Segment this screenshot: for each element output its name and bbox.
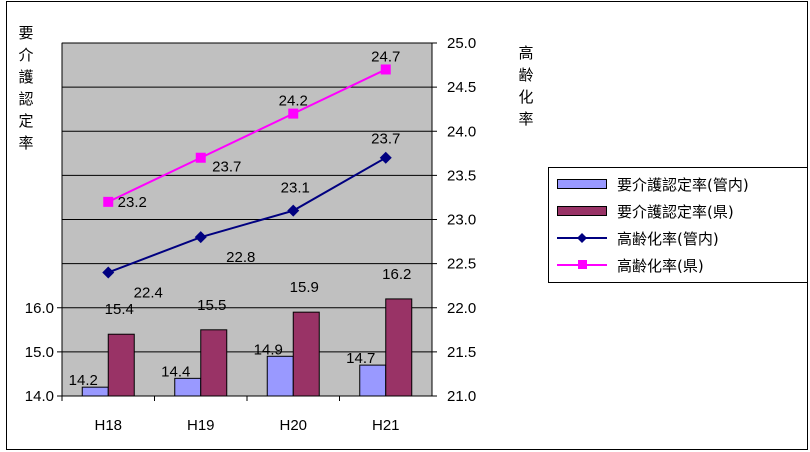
axis-label-char: 化: [517, 86, 535, 108]
legend-label: 高齢化率(管内): [617, 228, 719, 249]
bar: [108, 334, 134, 396]
axis-label-char: 率: [17, 132, 35, 154]
line-data-label: 23.2: [118, 194, 147, 211]
legend-swatch: [557, 206, 607, 216]
axis-label-char: 護: [17, 66, 35, 88]
left-tick-label: 16.0: [25, 300, 54, 317]
right-axis-label: 高齢化率: [517, 42, 535, 130]
bar-data-label: 14.2: [69, 372, 98, 389]
line-data-label: 24.2: [279, 93, 308, 110]
bar-data-label: 14.4: [161, 363, 190, 380]
legend-swatch: [557, 231, 607, 245]
left-axis-label: 要介護認定率: [17, 22, 35, 154]
line-data-label: 22.4: [134, 284, 163, 301]
axis-label-char: 定: [17, 110, 35, 132]
line-point-square: [103, 197, 113, 207]
bar-data-label: 15.9: [290, 279, 319, 296]
bar-data-label: 16.2: [382, 266, 411, 283]
axis-label-char: 率: [517, 108, 535, 130]
legend-item-line-ken: 高齢化率(県): [557, 255, 704, 275]
bar-data-label: 14.7: [346, 350, 375, 367]
right-tick-label: 21.0: [447, 388, 476, 405]
category-label: H18: [94, 417, 122, 434]
axis-label-char: 要: [17, 22, 35, 44]
line-point-square: [196, 153, 206, 163]
bar: [293, 312, 319, 396]
legend-label: 高齢化率(県): [617, 255, 704, 276]
line-point-square: [381, 64, 391, 74]
axis-label-char: 齢: [517, 64, 535, 86]
right-tick-label: 21.5: [447, 344, 476, 361]
left-tick-label: 14.0: [25, 388, 54, 405]
line-data-label: 22.8: [226, 249, 255, 266]
axis-label-char: 介: [17, 44, 35, 66]
line-data-label: 23.1: [281, 180, 310, 197]
line-data-label: 23.7: [371, 131, 400, 148]
bar: [360, 365, 386, 396]
legend-swatch: [557, 179, 607, 189]
axis-label-char: 高: [517, 42, 535, 64]
line-point-square: [288, 109, 298, 119]
right-tick-label: 22.5: [447, 256, 476, 273]
category-label: H19: [187, 417, 215, 434]
bar-data-label: 14.9: [254, 341, 283, 358]
bar-data-label: 15.4: [105, 301, 134, 318]
line-data-label: 24.7: [371, 48, 400, 65]
bar-data-label: 15.5: [197, 297, 226, 314]
category-label: H21: [372, 417, 400, 434]
right-tick-label: 23.0: [447, 212, 476, 229]
legend-label: 要介護認定率(県): [617, 201, 734, 222]
category-label: H20: [279, 417, 307, 434]
legend-item-bar-ken: 要介護認定率(県): [557, 201, 734, 221]
legend-item-line-kannai: 高齢化率(管内): [557, 228, 719, 248]
legend-label: 要介護認定率(管内): [617, 174, 749, 195]
legend: 要介護認定率(管内) 要介護認定率(県) 高齢化率(管内) 高齢化率(県): [548, 167, 808, 283]
right-tick-label: 22.0: [447, 300, 476, 317]
bar: [267, 356, 293, 396]
bar: [386, 299, 412, 396]
right-tick-label: 24.5: [447, 79, 476, 96]
right-tick-label: 23.5: [447, 167, 476, 184]
right-tick-label: 24.0: [447, 123, 476, 140]
right-tick-label: 25.0: [447, 35, 476, 52]
axis-label-char: 認: [17, 88, 35, 110]
legend-swatch: [557, 258, 607, 272]
line-data-label: 23.7: [212, 159, 241, 176]
left-tick-label: 15.0: [25, 344, 54, 361]
legend-item-bar-kannai: 要介護認定率(管内): [557, 174, 749, 194]
bar: [175, 378, 201, 396]
bar: [201, 330, 227, 396]
